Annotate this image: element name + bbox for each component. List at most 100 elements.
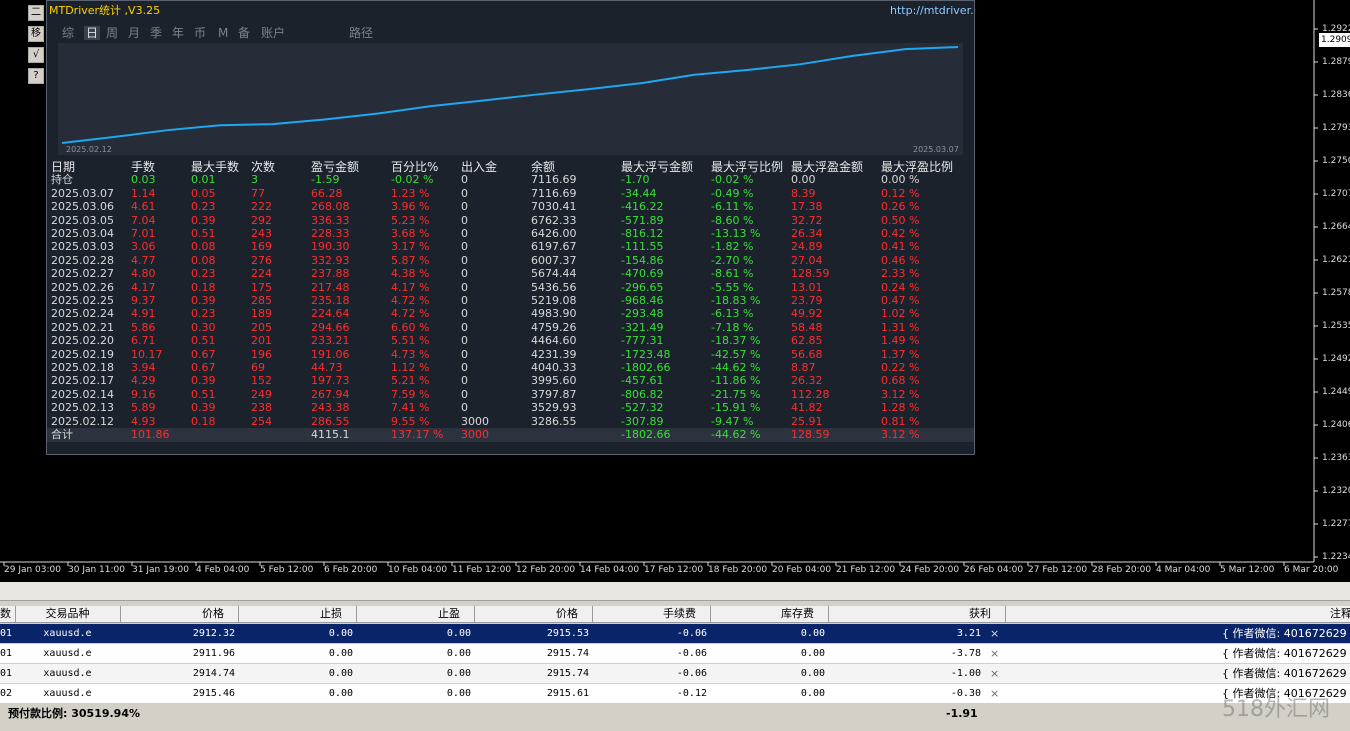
- cell: 0: [461, 214, 468, 228]
- cell: 267.94: [311, 388, 350, 402]
- column-header: 余额: [531, 160, 555, 174]
- time-label: 29 Jan 03:00: [4, 563, 61, 577]
- total-row-bg: [47, 428, 975, 442]
- cell: 2025.03.06: [51, 200, 114, 214]
- stats-panel: MTDriver统计 ,V3.25 http://mtdriver.cn 202…: [46, 0, 975, 455]
- terminal-cell: -0.12: [592, 687, 707, 701]
- cell: 128.59: [791, 267, 830, 281]
- cell: 3.12 %: [881, 388, 919, 402]
- header-divider: [828, 606, 829, 622]
- tool-button[interactable]: √: [28, 47, 44, 63]
- cell: 44.73: [311, 361, 343, 375]
- tab[interactable]: 月: [128, 26, 140, 40]
- cell: 3995.60: [531, 374, 577, 388]
- cell: 336.33: [311, 214, 350, 228]
- column-header: 次数: [251, 160, 275, 174]
- terminal-cell: { 作者微信: 401672629: [1222, 627, 1347, 641]
- cell: 233.21: [311, 334, 350, 348]
- cell: 3: [251, 173, 258, 187]
- cell: 2025.03.04: [51, 227, 114, 241]
- cell: 0: [461, 187, 468, 201]
- cell: 4983.90: [531, 307, 577, 321]
- footer-profit: -1.91: [946, 707, 978, 721]
- terminal-header: 数: [0, 607, 11, 621]
- cell: 58.48: [791, 321, 823, 335]
- cell: 2.33 %: [881, 267, 919, 281]
- cell: 0: [461, 240, 468, 254]
- cell: 13.01: [791, 281, 823, 295]
- cell: -18.37 %: [711, 334, 760, 348]
- cell: 8.39: [791, 187, 816, 201]
- terminal-cell: 2915.74: [474, 667, 589, 681]
- time-label: 14 Feb 04:00: [580, 563, 639, 577]
- cell: 205: [251, 321, 272, 335]
- cell: 0: [461, 348, 468, 362]
- cell: 191.06: [311, 348, 350, 362]
- tab[interactable]: 季: [150, 26, 162, 40]
- cell: 196: [251, 348, 272, 362]
- tab[interactable]: 币: [194, 26, 206, 40]
- cell: -2.70 %: [711, 254, 753, 268]
- cell: 0: [461, 200, 468, 214]
- terminal-cell: 0.00: [710, 647, 825, 661]
- column-header: 最大浮盈比例: [881, 160, 953, 174]
- cell: 0.30: [191, 321, 216, 335]
- cell: 2025.02.28: [51, 254, 114, 268]
- terminal-header: 止损: [238, 607, 342, 621]
- terminal-cell: { 作者微信: 401672629: [1222, 667, 1347, 681]
- tab[interactable]: 周: [106, 26, 118, 40]
- cell: 0.00: [791, 173, 816, 187]
- tool-button[interactable]: 移: [28, 26, 44, 42]
- terminal-cell: -0.30: [828, 687, 981, 701]
- column-header: 日期: [51, 160, 75, 174]
- cell: -321.49: [621, 321, 663, 335]
- price-label: 1.2406: [1322, 418, 1350, 432]
- tab[interactable]: 备: [238, 26, 250, 40]
- cell: 0.51: [191, 388, 216, 402]
- cell: 持仓: [51, 173, 73, 187]
- cell: 254: [251, 415, 272, 429]
- cell: 0.39: [191, 374, 216, 388]
- cell: 0.12 %: [881, 187, 919, 201]
- column-header: 出入金: [461, 160, 497, 174]
- tab[interactable]: 账户: [261, 26, 285, 40]
- cell: 24.89: [791, 240, 823, 254]
- cell: 0: [461, 334, 468, 348]
- terminal-cell: 2915.61: [474, 687, 589, 701]
- cell: 0.03: [131, 173, 156, 187]
- tab[interactable]: 综: [62, 26, 74, 40]
- cell: 0: [461, 267, 468, 281]
- time-label: 17 Feb 12:00: [644, 563, 703, 577]
- cell: 2025.02.21: [51, 321, 114, 335]
- time-label: 26 Feb 04:00: [964, 563, 1023, 577]
- tool-button[interactable]: ?: [28, 68, 44, 84]
- tab[interactable]: 日: [84, 26, 100, 40]
- terminal-header: 价格: [120, 607, 224, 621]
- cell: -777.31: [621, 334, 663, 348]
- tab[interactable]: 路径: [349, 26, 373, 40]
- current-price: 1.2909: [1319, 33, 1350, 47]
- cell: 3.96 %: [391, 200, 429, 214]
- cell: 243: [251, 227, 272, 241]
- cell: 1.31 %: [881, 321, 919, 335]
- price-label: 1.2707: [1322, 187, 1350, 201]
- cell: 238: [251, 401, 272, 415]
- cell: -34.44: [621, 187, 656, 201]
- cell: 9.16: [131, 388, 156, 402]
- cell: 228.33: [311, 227, 350, 241]
- terminal-cell: 2912.32: [120, 627, 235, 641]
- tool-button[interactable]: 二: [28, 5, 44, 21]
- cell: 1.14: [131, 187, 156, 201]
- cell: 2025.02.27: [51, 267, 114, 281]
- cell: 7.59 %: [391, 388, 429, 402]
- cell: 4.77: [131, 254, 156, 268]
- cell: 2025.02.25: [51, 294, 114, 308]
- cell: 4.72 %: [391, 294, 429, 308]
- tab[interactable]: M: [218, 26, 228, 40]
- panel-url[interactable]: http://mtdriver.cn: [890, 4, 975, 18]
- cell: 0.22 %: [881, 361, 919, 375]
- cell: 6762.33: [531, 214, 577, 228]
- price-label: 1.2879: [1322, 55, 1350, 69]
- tab[interactable]: 年: [172, 26, 184, 40]
- cell: 0: [461, 281, 468, 295]
